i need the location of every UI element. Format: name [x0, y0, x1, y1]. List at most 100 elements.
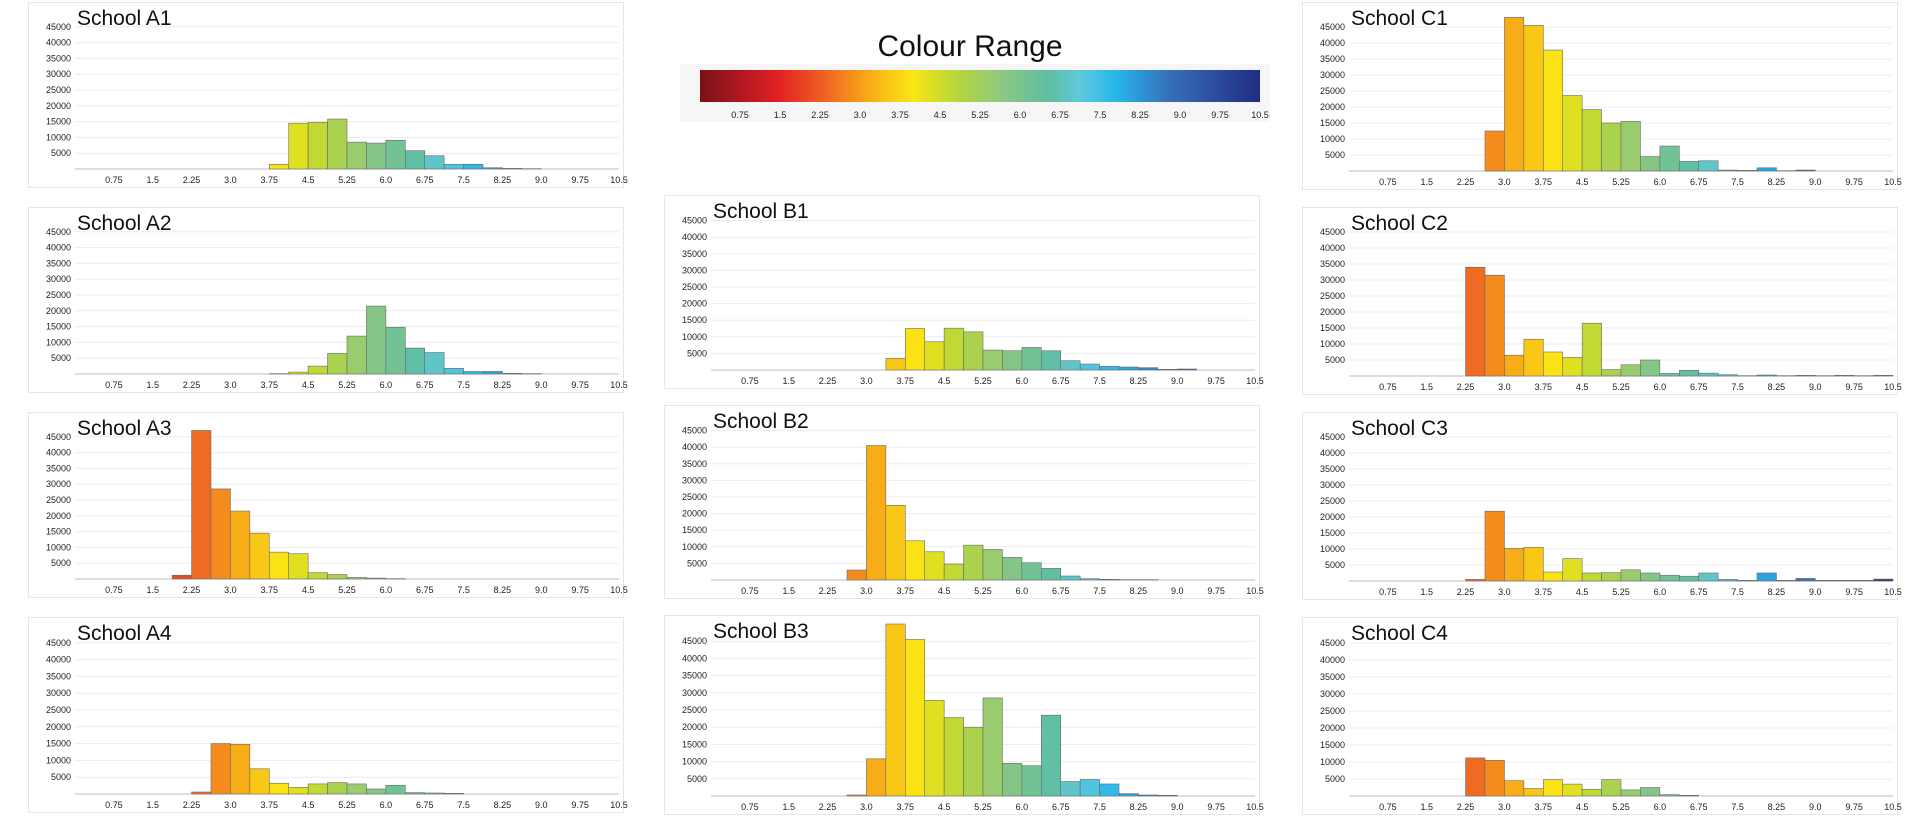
- x-tick-label: 5.25: [1612, 382, 1630, 392]
- histogram-bar: [1562, 357, 1583, 377]
- histogram-bar: [1060, 781, 1081, 797]
- y-tick-label: 25000: [682, 282, 707, 292]
- histogram-bar: [943, 563, 964, 581]
- x-tick-label: 7.5: [1093, 586, 1106, 596]
- histogram-bar: [1079, 578, 1100, 581]
- histogram-bar: [1040, 714, 1062, 797]
- x-tick-label: 9.75: [571, 800, 589, 810]
- x-tick-label: 10.5: [1246, 376, 1264, 386]
- histogram-bar: [346, 577, 367, 580]
- colour-range-tick-label: 10.5: [1251, 110, 1269, 120]
- y-tick-label: 5000: [1325, 774, 1345, 784]
- histogram-bar: [1523, 547, 1544, 582]
- y-tick-label: 5000: [687, 348, 707, 358]
- y-tick-label: 30000: [46, 69, 71, 79]
- panel-school-b3: School B3 5000 10000 15000 20000 25000 30000 3…: [664, 615, 1264, 815]
- x-tick-label: 3.75: [1535, 587, 1553, 597]
- histogram-bar: [1620, 789, 1641, 797]
- panel-school-a2: School A2 5000 10000 15000 20000 25000 30000 3…: [28, 207, 628, 393]
- x-tick-label: 1.5: [146, 585, 159, 595]
- x-tick-label: 4.5: [302, 585, 315, 595]
- x-tick-label: 9.0: [1171, 802, 1184, 812]
- x-tick-label: 6.0: [1016, 586, 1029, 596]
- histogram-plot: 5000 10000 15000 20000 25000 30000 35000 40000 4…: [682, 426, 1264, 596]
- histogram-bar: [1601, 369, 1622, 377]
- y-tick-label: 40000: [46, 448, 71, 458]
- y-tick-label: 20000: [682, 509, 707, 519]
- histogram-bar: [230, 743, 251, 795]
- histogram-bar: [1465, 579, 1486, 582]
- x-tick-label: 3.75: [1535, 382, 1553, 392]
- y-tick-label: 5000: [51, 148, 71, 158]
- x-tick-label: 3.75: [261, 380, 279, 390]
- x-tick-label: 7.5: [457, 585, 470, 595]
- histogram-bar: [1465, 266, 1486, 377]
- y-tick-label: 15000: [1320, 740, 1345, 750]
- x-tick-label: 6.0: [380, 380, 393, 390]
- histogram-bar: [1601, 779, 1622, 797]
- histogram-bar: [502, 168, 523, 170]
- x-tick-label: 9.0: [1171, 586, 1184, 596]
- x-tick-label: 1.5: [1420, 802, 1433, 812]
- y-tick-label: 30000: [682, 265, 707, 275]
- y-tick-label: 5000: [687, 774, 707, 784]
- histogram-bar: [346, 783, 367, 795]
- x-tick-label: 6.75: [416, 175, 434, 185]
- colour-range-tick-label: 8.25: [1131, 110, 1149, 120]
- x-tick-label: 8.25: [494, 585, 512, 595]
- x-tick-label: 3.0: [1498, 382, 1511, 392]
- y-tick-label: 20000: [1320, 723, 1345, 733]
- chart-title: School C3: [1351, 417, 1448, 440]
- y-tick-label: 40000: [682, 653, 707, 663]
- x-tick-label: 9.75: [571, 380, 589, 390]
- x-tick-label: 8.25: [1768, 177, 1786, 187]
- histogram-plot: 5000 10000 15000 20000 25000 30000 35000 40000 4…: [1320, 227, 1902, 392]
- histogram-bar: [1138, 367, 1159, 371]
- y-tick-label: 45000: [46, 638, 71, 648]
- histogram-bar: [171, 574, 192, 580]
- histogram-bar: [846, 794, 867, 797]
- chart-title: School B2: [713, 410, 809, 433]
- x-tick-label: 6.0: [1654, 802, 1667, 812]
- colour-range-tick-label: 5.25: [971, 110, 989, 120]
- y-tick-label: 35000: [1320, 259, 1345, 269]
- y-tick-label: 10000: [1320, 757, 1345, 767]
- x-tick-label: 8.25: [494, 175, 512, 185]
- histogram-bar: [1021, 562, 1042, 581]
- histogram-bar: [346, 141, 367, 170]
- y-tick-label: 15000: [1320, 323, 1345, 333]
- histogram-bar: [1756, 374, 1777, 377]
- histogram-bar: [1717, 579, 1738, 582]
- histogram-bar: [1873, 578, 1894, 582]
- y-tick-label: 45000: [1320, 638, 1345, 648]
- histogram-bar: [1099, 579, 1120, 581]
- x-tick-label: 6.0: [380, 585, 393, 595]
- histogram-bar: [210, 743, 231, 795]
- histogram-bar: [904, 540, 926, 581]
- x-tick-label: 3.75: [897, 376, 915, 386]
- histogram-bar: [1002, 350, 1023, 371]
- x-tick-label: 4.5: [1576, 587, 1589, 597]
- y-tick-label: 20000: [46, 101, 71, 111]
- x-tick-label: 9.0: [1809, 802, 1822, 812]
- x-tick-label: 6.0: [1654, 177, 1667, 187]
- histogram-bar: [482, 167, 503, 170]
- x-tick-label: 6.0: [1016, 802, 1029, 812]
- x-tick-label: 6.75: [1690, 382, 1708, 392]
- histogram-bar: [1157, 369, 1178, 371]
- x-tick-label: 9.75: [1207, 376, 1225, 386]
- histogram-bar: [307, 572, 328, 580]
- y-tick-label: 45000: [682, 216, 707, 226]
- histogram-bar: [288, 553, 309, 580]
- histogram-bar: [924, 551, 945, 581]
- histogram-bar: [1021, 765, 1042, 797]
- x-tick-label: 3.0: [1498, 587, 1511, 597]
- x-tick-label: 9.0: [1809, 382, 1822, 392]
- x-tick-label: 10.5: [1884, 802, 1902, 812]
- histogram-bar: [982, 349, 1003, 371]
- histogram-bar: [1523, 788, 1544, 797]
- histogram-bar: [1176, 368, 1198, 371]
- y-tick-label: 45000: [682, 636, 707, 646]
- chart-title: School C2: [1351, 212, 1448, 235]
- y-tick-label: 45000: [682, 426, 707, 436]
